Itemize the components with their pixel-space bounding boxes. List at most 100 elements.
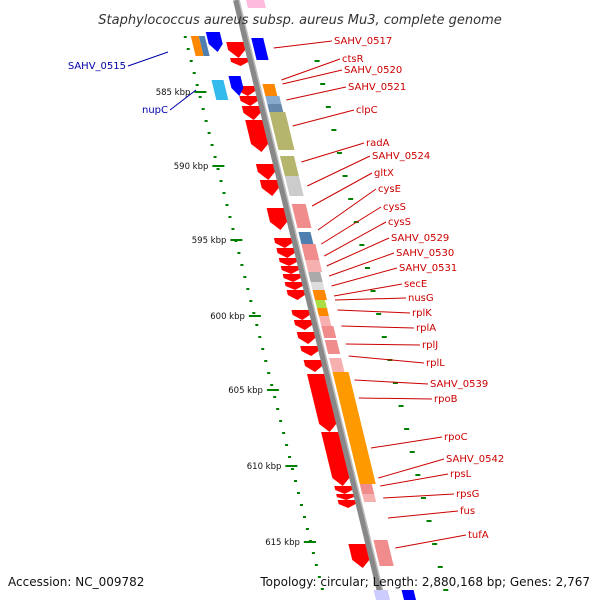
feature-block bbox=[318, 316, 332, 326]
label-leader bbox=[331, 267, 398, 287]
feature-block bbox=[262, 84, 278, 96]
feature-block bbox=[291, 204, 312, 228]
feature-block bbox=[310, 282, 325, 290]
outer-track-dot bbox=[342, 175, 348, 177]
gc-skew-dot bbox=[273, 396, 277, 398]
cds-arrow bbox=[291, 310, 310, 320]
summary-text: Topology: circular; Length: 2,880,168 bp… bbox=[259, 575, 590, 589]
cds-arrow bbox=[259, 180, 279, 196]
gc-skew-dot bbox=[299, 504, 303, 506]
cds-arrow bbox=[282, 274, 301, 282]
feature-block bbox=[308, 272, 323, 282]
cds-arrow bbox=[226, 42, 246, 58]
feature-block bbox=[246, 0, 266, 8]
cds-arrow bbox=[245, 120, 269, 152]
label-leader bbox=[307, 155, 371, 187]
feature-block bbox=[324, 340, 341, 354]
gene-label: radA bbox=[366, 138, 390, 149]
cds-arrow bbox=[255, 164, 275, 180]
gc-skew-dot bbox=[222, 192, 226, 194]
cds-arrow bbox=[284, 282, 303, 290]
label-leader bbox=[286, 86, 347, 101]
label-leader bbox=[281, 58, 341, 81]
gene-label: fus bbox=[460, 506, 475, 517]
label-leader bbox=[337, 309, 411, 314]
label-leader bbox=[324, 221, 387, 257]
feature-block bbox=[198, 36, 210, 56]
gene-label: rplA bbox=[416, 323, 436, 334]
outer-track-dot bbox=[398, 405, 404, 407]
feature-block bbox=[211, 80, 229, 100]
gc-skew-dot bbox=[201, 108, 205, 110]
gc-skew-dot bbox=[302, 516, 306, 518]
outer-track-dot bbox=[404, 428, 410, 430]
gc-skew-dot bbox=[195, 84, 199, 86]
gc-skew-dot bbox=[231, 228, 235, 230]
label-leader bbox=[383, 493, 455, 499]
gc-skew-dot bbox=[264, 360, 268, 362]
gc-skew-dot bbox=[219, 180, 223, 182]
gene-label: SAHV_0515 bbox=[68, 61, 126, 72]
cds-arrow bbox=[280, 266, 299, 274]
gene-label: SAHV_0542 bbox=[446, 454, 504, 465]
gc-skew-dot bbox=[204, 120, 208, 122]
feature-block bbox=[329, 358, 345, 372]
label-leader bbox=[282, 69, 343, 85]
gene-label: SAHV_0520 bbox=[344, 65, 402, 76]
outer-track-dot bbox=[364, 267, 370, 269]
label-leader bbox=[387, 510, 459, 519]
outer-track-dot bbox=[336, 152, 342, 154]
cds-arrow bbox=[239, 96, 258, 106]
cds-arrow bbox=[230, 58, 249, 66]
feature-block bbox=[362, 494, 377, 502]
tick-label: 595 kbp bbox=[192, 236, 227, 246]
cds-arrow bbox=[293, 320, 313, 330]
gene-label: rplK bbox=[412, 308, 432, 319]
gc-skew-dot bbox=[305, 528, 309, 530]
gc-skew-dot bbox=[183, 36, 187, 38]
outer-track-dot bbox=[376, 313, 382, 315]
label-leader bbox=[345, 343, 421, 346]
gene-label: rpoB bbox=[434, 394, 458, 405]
gene-label: nupC bbox=[142, 105, 168, 116]
gc-skew-dot bbox=[258, 336, 262, 338]
cds-arrow bbox=[276, 248, 295, 258]
gene-label: SAHV_0539 bbox=[430, 379, 488, 390]
gene-label: SAHV_0517 bbox=[334, 36, 392, 47]
outer-track-dot bbox=[415, 474, 421, 476]
label-leader bbox=[358, 397, 433, 400]
gc-skew-dot bbox=[249, 300, 253, 302]
outer-track-dot bbox=[426, 520, 432, 522]
cds-arrow bbox=[286, 290, 305, 300]
gene-label: rpsL bbox=[450, 469, 472, 480]
label-leader bbox=[348, 355, 425, 364]
outer-track-dot bbox=[392, 382, 398, 384]
gc-skew-dot bbox=[317, 576, 321, 578]
gene-label: ctsR bbox=[342, 54, 364, 65]
feature-block bbox=[346, 428, 376, 484]
gc-skew-dot bbox=[291, 468, 295, 470]
gc-skew-dot bbox=[228, 216, 232, 218]
feature-block bbox=[269, 112, 295, 150]
feature-block bbox=[373, 590, 390, 600]
label-leader bbox=[370, 436, 443, 449]
feature-block bbox=[332, 372, 363, 428]
gene-label: rpsG bbox=[456, 489, 479, 500]
gc-skew-dot bbox=[207, 132, 211, 134]
gene-label: gltX bbox=[374, 168, 394, 179]
cds-arrow bbox=[303, 360, 323, 372]
accession-text: Accession: NC_009782 bbox=[8, 575, 144, 589]
feature-block bbox=[316, 308, 329, 316]
gc-skew-dot bbox=[255, 324, 259, 326]
tick-label: 585 kbp bbox=[156, 88, 191, 98]
label-leader bbox=[311, 172, 373, 207]
label-leader bbox=[378, 458, 445, 479]
gene-label: cysS bbox=[383, 202, 406, 213]
gc-skew-dot bbox=[285, 444, 289, 446]
gc-skew-dot bbox=[311, 552, 315, 554]
cds-arrow bbox=[334, 486, 353, 494]
feature-block bbox=[305, 260, 323, 272]
label-leader bbox=[273, 40, 333, 49]
outer-track-dot bbox=[443, 589, 449, 591]
